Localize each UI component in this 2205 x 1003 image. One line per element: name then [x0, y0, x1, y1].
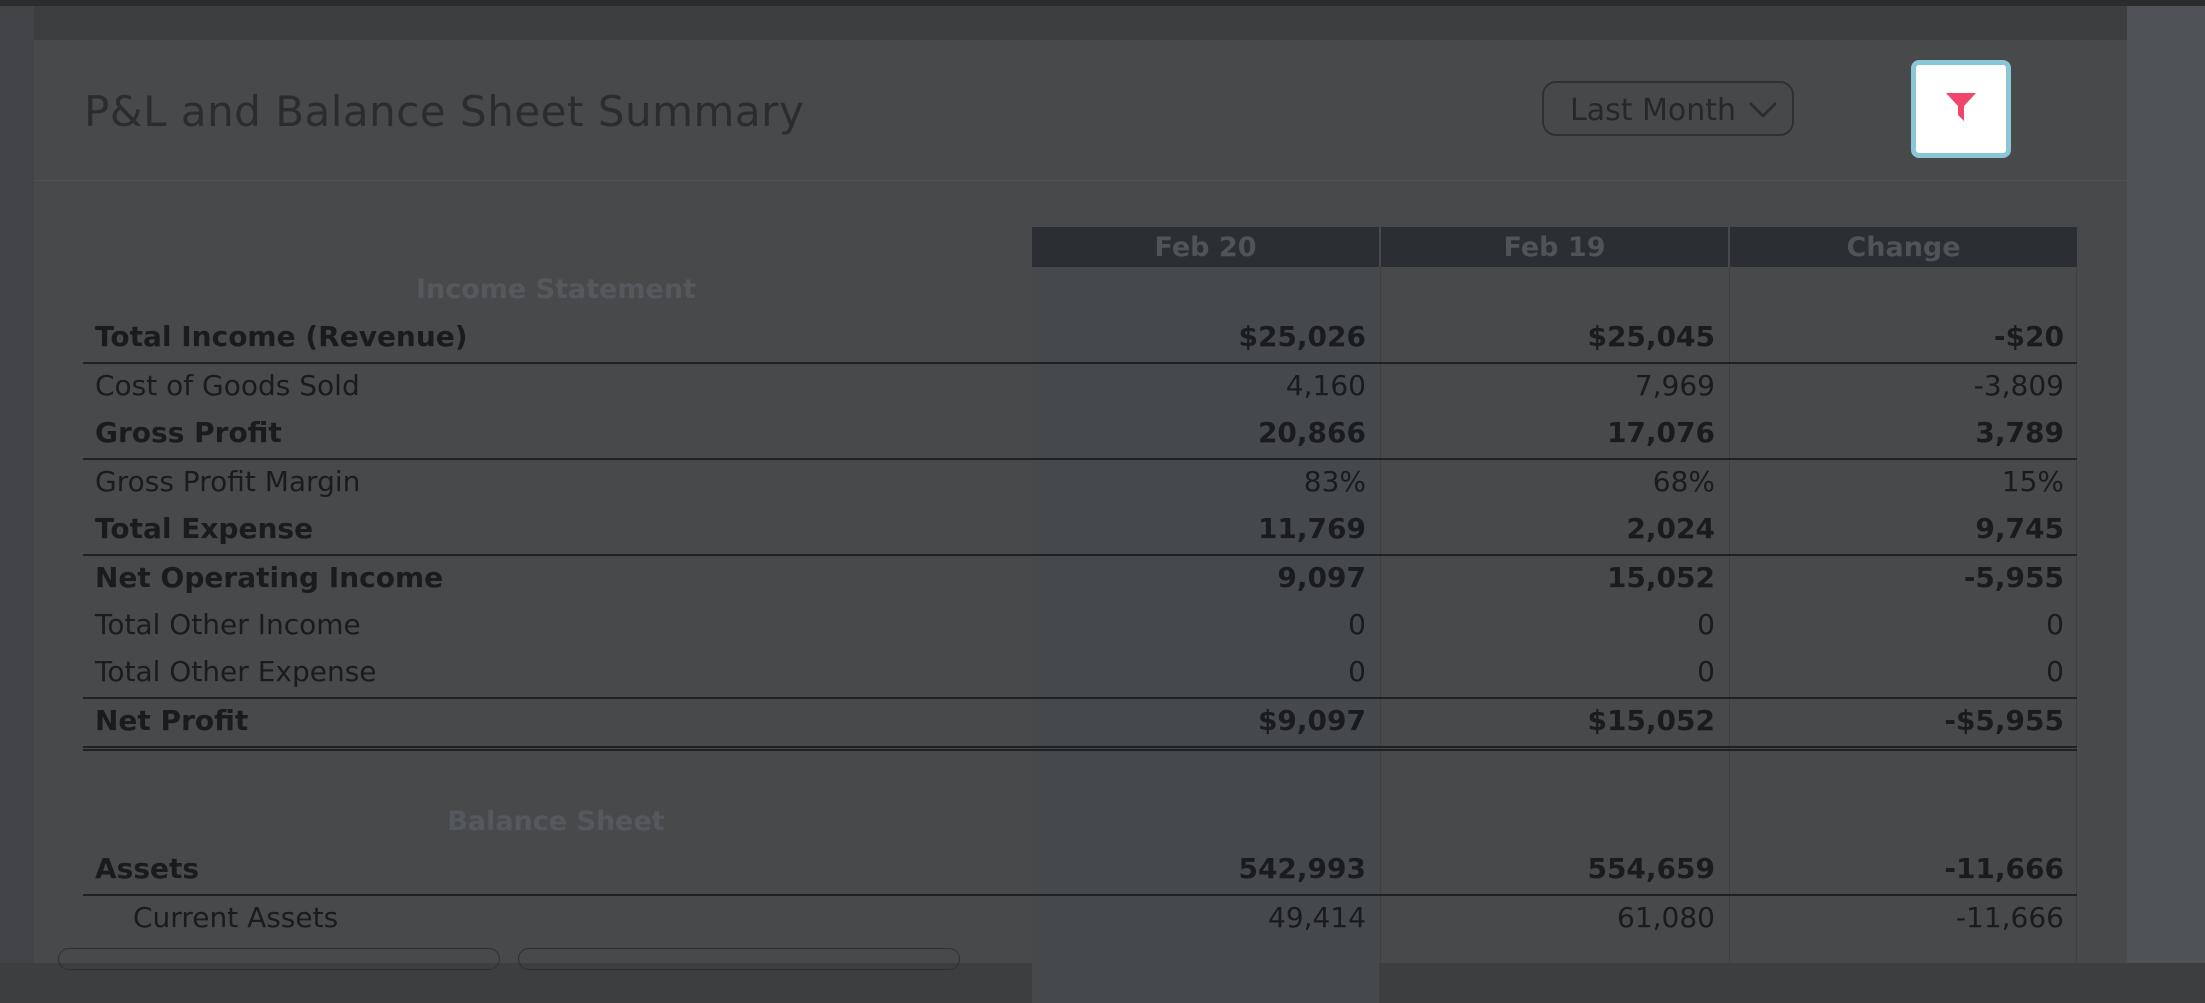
row-value-previous: 68%	[1652, 465, 1715, 498]
period-select-value: Last Month	[1570, 93, 1737, 128]
row-value-change: -$5,955	[1944, 704, 2064, 737]
row-value-current: $25,026	[1238, 320, 1366, 353]
period-select[interactable]: Last Month	[1542, 81, 1794, 136]
row-value-change: -5,955	[1963, 561, 2064, 594]
row-value-previous: $25,045	[1587, 320, 1715, 353]
row-label: Current Assets	[133, 901, 339, 934]
row-value-current: 542,993	[1238, 852, 1366, 885]
left-backdrop	[0, 6, 34, 963]
table-row: Total Expense 11,769 2,024 9,745	[83, 504, 2077, 552]
row-value-change: 9,745	[1975, 512, 2064, 545]
row-label: Net Operating Income	[95, 561, 444, 594]
row-value-current: 11,769	[1257, 512, 1366, 545]
total-divider	[83, 746, 2077, 751]
window-top-edge	[0, 0, 2205, 6]
filter-button[interactable]	[1911, 60, 2011, 158]
current-column-shade	[1032, 267, 1379, 1003]
section-heading-income: Income Statement	[415, 274, 697, 305]
row-value-current: $9,097	[1257, 704, 1366, 737]
row-value-current: 0	[1348, 655, 1366, 688]
column-divider	[1380, 267, 1381, 1003]
row-label: Cost of Goods Sold	[95, 369, 360, 402]
table-row: Net Operating Income 9,097 15,052 -5,955	[83, 553, 2077, 601]
row-value-current: 4,160	[1285, 369, 1366, 402]
row-value-current: 0	[1348, 608, 1366, 641]
row-value-previous: 15,052	[1606, 561, 1715, 594]
row-label: Net Profit	[95, 704, 249, 737]
row-value-change: 3,789	[1975, 416, 2064, 449]
row-value-change: 0	[2046, 608, 2064, 641]
row-value-previous: 0	[1697, 608, 1715, 641]
row-value-change: -11,666	[1955, 901, 2064, 934]
row-value-current: 49,414	[1268, 901, 1366, 934]
row-divider	[83, 362, 2077, 364]
row-divider	[83, 458, 2077, 460]
table-row: Assets 542,993 554,659 -11,666	[83, 844, 2077, 892]
row-divider	[83, 894, 2077, 896]
row-value-change: -3,809	[1973, 369, 2064, 402]
bottom-tab-outline[interactable]	[518, 948, 960, 970]
row-value-previous: 17,076	[1606, 416, 1715, 449]
right-scroll-track	[2127, 6, 2205, 963]
bottom-tab-outline[interactable]	[58, 948, 500, 970]
row-value-previous: 0	[1697, 655, 1715, 688]
table-row: Cost of Goods Sold 4,160 7,969 -3,809	[83, 361, 2077, 409]
row-value-previous: 7,969	[1634, 369, 1715, 402]
table-row: Total Income (Revenue) $25,026 $25,045 -…	[83, 312, 2077, 360]
row-divider	[83, 697, 2077, 699]
table-row: Gross Profit Margin 83% 68% 15%	[83, 457, 2077, 505]
row-value-change: -11,666	[1944, 852, 2064, 885]
row-label: Assets	[95, 852, 200, 885]
row-value-previous: 2,024	[1626, 512, 1715, 545]
row-value-current: 20,866	[1257, 416, 1366, 449]
row-value-change: -$20	[1993, 320, 2064, 353]
row-label: Total Expense	[95, 512, 314, 545]
column-header-change: Change	[1730, 227, 2077, 267]
row-value-previous: $15,052	[1587, 704, 1715, 737]
row-label: Total Income (Revenue)	[95, 320, 468, 353]
page-title: P&L and Balance Sheet Summary	[84, 87, 805, 136]
table-row: Total Other Income 0 0 0	[83, 600, 2077, 648]
column-divider	[2076, 267, 2077, 1003]
row-value-previous: 554,659	[1587, 852, 1715, 885]
row-label: Total Other Income	[95, 608, 361, 641]
row-value-change: 0	[2046, 655, 2064, 688]
column-header-current: Feb 20	[1032, 227, 1379, 267]
table-row: Net Profit $9,097 $15,052 -$5,955	[83, 696, 2077, 744]
chevron-down-icon	[1748, 97, 1778, 123]
row-value-current: 83%	[1303, 465, 1366, 498]
row-divider	[83, 554, 2077, 556]
row-label: Gross Profit Margin	[95, 465, 361, 498]
column-divider	[1729, 267, 1730, 1003]
row-label: Gross Profit	[95, 416, 282, 449]
section-heading-balance: Balance Sheet	[447, 806, 665, 837]
row-label: Total Other Expense	[95, 655, 377, 688]
table-row: Current Assets 49,414 61,080 -11,666	[83, 893, 2077, 941]
table-row: Gross Profit 20,866 17,076 3,789	[83, 408, 2077, 456]
column-header-previous: Feb 19	[1381, 227, 1728, 267]
row-value-previous: 61,080	[1617, 901, 1715, 934]
filter-icon	[1945, 92, 1977, 126]
row-value-change: 15%	[2001, 465, 2064, 498]
card-header: P&L and Balance Sheet Summary Last Month	[34, 40, 2127, 181]
row-value-current: 9,097	[1277, 561, 1366, 594]
table-row: Total Other Expense 0 0 0	[83, 647, 2077, 695]
